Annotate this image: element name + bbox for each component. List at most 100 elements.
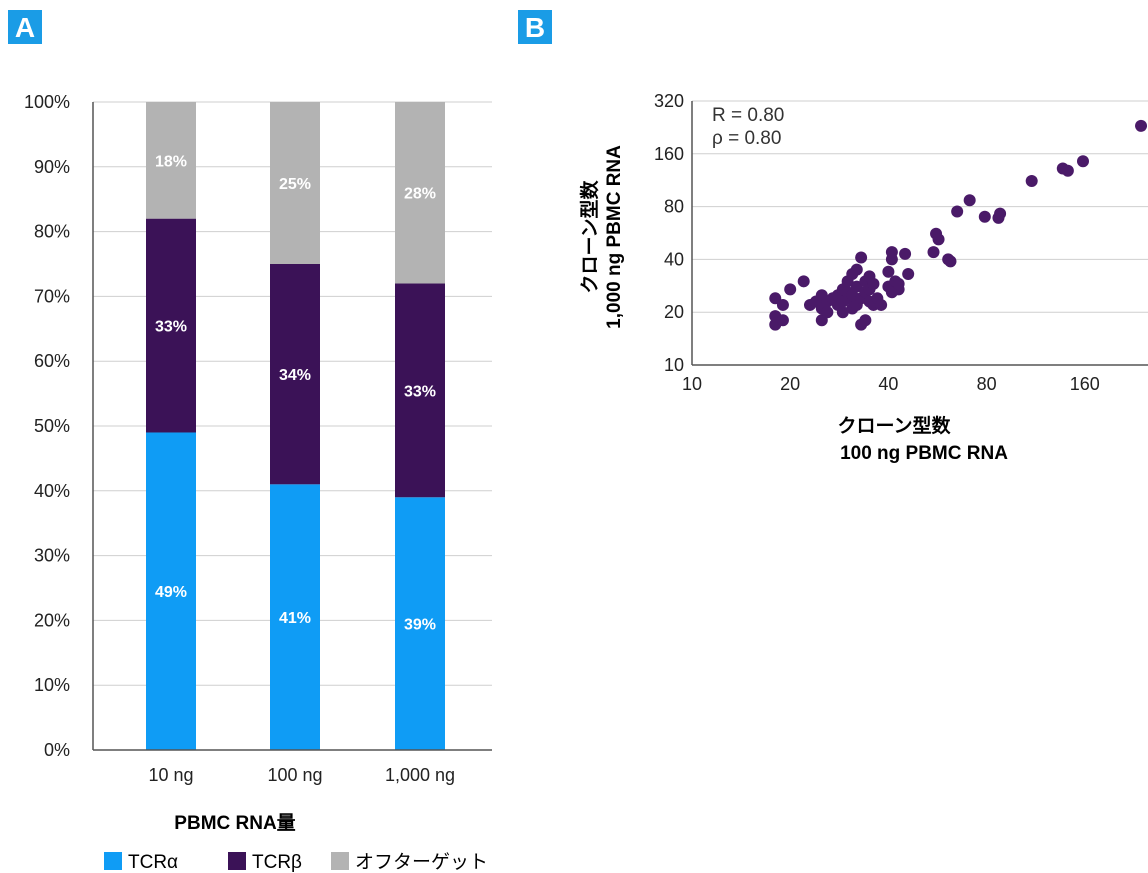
bar-x-axis-title: PBMC RNA量 [174,812,295,834]
bar-series: 49% 33% 18% 41% 34% 25% 39% 33% 28% [146,102,445,750]
bar-data-label: 33% [155,319,187,336]
bar-data-label: 41% [279,610,311,627]
scatter-points [769,119,1148,331]
scatter-x-tick-label: 20 [780,374,800,394]
scatter-point [963,194,976,207]
scatter-y-tick-label: 320 [654,91,684,111]
scatter-point [885,246,898,259]
bar-y-tick-label: 40% [34,481,70,501]
panel-a-badge-box [8,10,42,44]
scatter-point [1076,155,1089,168]
scatter-y-tick-label: 20 [664,302,684,322]
bar-y-tick-label: 20% [34,610,70,630]
panel-b-badge-text: B [525,12,545,43]
bar-y-tick-label: 10% [34,675,70,695]
scatter-point [776,298,789,311]
bar-segment-tcr-beta [395,283,445,498]
correlation-r-annotation: R = 0.80 [712,105,784,126]
scatter-point [944,255,957,268]
bar-y-tick-label: 60% [34,351,70,371]
scatter-point [892,277,905,290]
bar-segment-tcr-alpha [270,484,320,750]
scatter-point [875,298,888,311]
legend-label: TCRβ [252,852,302,873]
scatter-y-tick-label: 40 [664,249,684,269]
scatter-point [978,210,991,223]
scatter-point [821,306,834,319]
scatter-point [951,205,964,218]
bar-axes [92,102,492,751]
scatter-x-axis-title-line2: 100 ng PBMC RNA [840,443,1008,464]
bar-data-label: 33% [404,383,436,400]
scatter-point [1061,164,1074,177]
bar-x-tick-label: 10 ng [148,765,193,785]
bar-y-tick-label: 30% [34,546,70,566]
scatter-x-tick-label: 10 [682,374,702,394]
scatter-point [797,275,810,288]
scatter-x-axis-title-line1: クローン型数 [837,414,951,437]
bar-legend: TCRα TCRβ オフターゲット [104,851,488,873]
legend-swatch [104,852,122,870]
scatter-point [850,280,863,293]
legend-label: TCRα [128,852,178,873]
scatter-y-axis-title-line1: クローン型数 [578,179,601,293]
bar-y-tick-label: 80% [34,222,70,242]
bar-data-label: 49% [155,584,187,601]
bar-data-label: 39% [404,617,436,634]
bar-segment-off-target [270,102,320,264]
bar-segment-tcr-beta [146,218,196,433]
bar-y-tick-label: 70% [34,286,70,306]
bar-data-label: 25% [279,176,311,193]
bar-y-tick-label: 100% [24,92,70,112]
scatter-point [836,306,849,319]
bar-y-tick-label: 0% [44,740,70,760]
legend-swatch [331,852,349,870]
scatter-x-tick-label: 160 [1070,374,1100,394]
panel-b-badge-box [518,10,552,44]
scatter-x-tick-label: 80 [977,374,997,394]
scatter-point [882,265,895,278]
scatter-tick-labels: 10 20 40 80 160 320 10 20 40 80 160 [654,91,1100,394]
bar-x-tick-label: 1,000 ng [385,765,455,785]
scatter-point [867,277,880,290]
stacked-bar-chart: 49% 33% 18% 41% 34% 25% 39% 33% 28% 0% 10% 20% 30% 4… [24,92,492,873]
correlation-rho-annotation: ρ = 0.80 [712,128,781,149]
scatter-y-tick-label: 80 [664,197,684,217]
bar-y-tick-label: 50% [34,416,70,436]
bar-tick-labels: 0% 10% 20% 30% 40% 50% 60% 70% 80% 90% 100% 10 ng 10… [24,92,455,785]
panel-b-badge: B [518,10,552,44]
panel-a-badge: A [8,10,42,44]
scatter-point [850,263,863,276]
scatter-point [776,314,789,327]
scatter-point [855,251,868,264]
bar-data-label: 34% [279,367,311,384]
legend-swatch [228,852,246,870]
scatter-point [994,207,1007,220]
bar-x-tick-label: 100 ng [267,765,322,785]
scatter-point [859,314,872,327]
scatter-y-tick-label: 10 [664,355,684,375]
legend-label: オフターゲット [355,851,488,873]
scatter-chart: 10 20 40 80 160 320 10 20 40 80 160 R = 0.80 ρ = 0… [578,91,1148,464]
scatter-point [784,283,797,296]
bar-segment-off-target [395,102,445,284]
bar-segment-tcr-beta [270,264,320,485]
scatter-point [927,246,940,259]
scatter-y-axis-title-line2: 1,000 ng PBMC RNA [604,145,625,329]
bar-segment-tcr-alpha [395,497,445,750]
scatter-point [932,233,945,246]
scatter-axes [691,101,1148,366]
scatter-point [1135,119,1148,132]
bar-segment-off-target [146,102,196,219]
scatter-point [899,247,912,260]
scatter-x-tick-label: 40 [878,374,898,394]
scatter-point [902,268,915,281]
bar-segment-tcr-alpha [146,432,196,750]
bar-y-tick-label: 90% [34,157,70,177]
bar-data-label: 28% [404,186,436,203]
scatter-point [1025,174,1038,187]
scatter-y-tick-label: 160 [654,144,684,164]
panel-a-badge-text: A [15,12,35,43]
bar-data-label: 18% [155,153,187,170]
